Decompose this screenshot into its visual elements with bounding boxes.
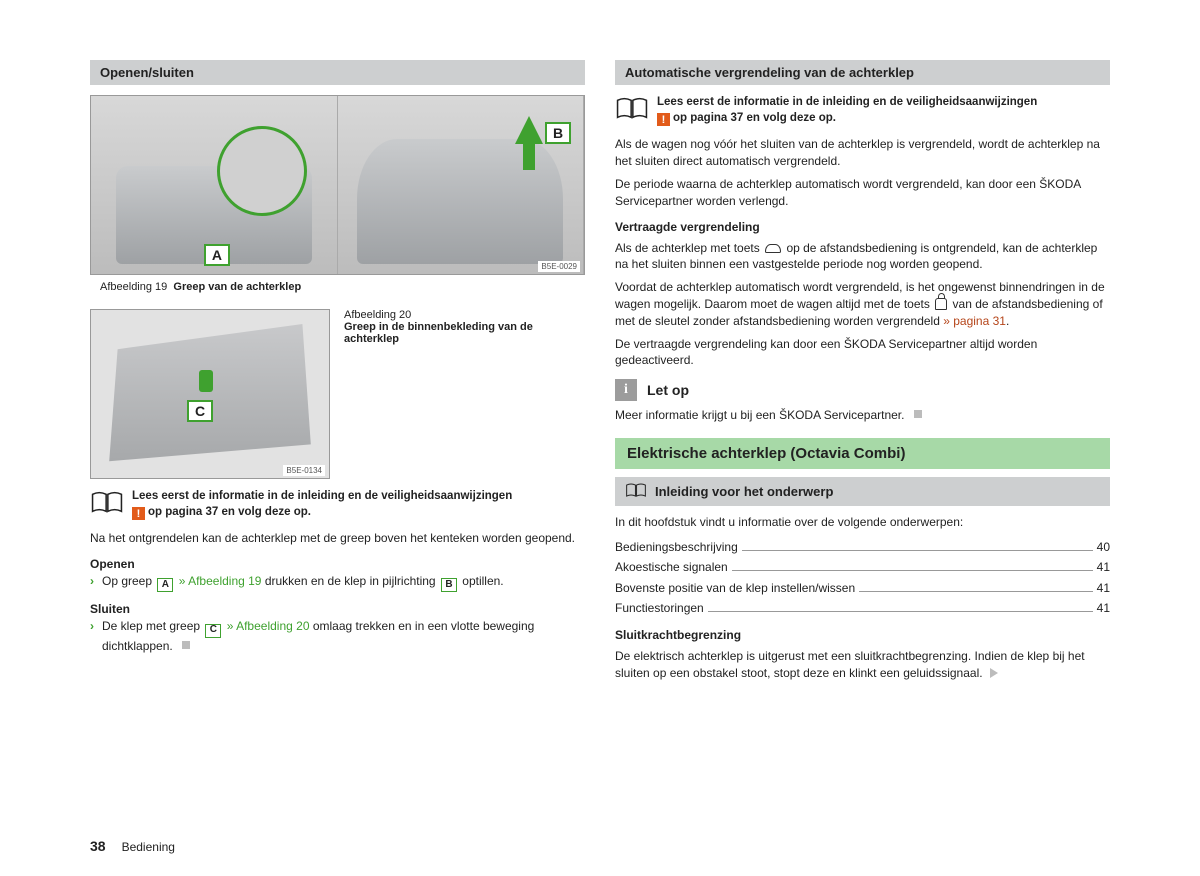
table-of-contents: Bedieningsbeschrijving 40 Akoestische si… [615, 537, 1110, 619]
toc-leader [859, 591, 1093, 592]
inline-badge-A: A [157, 578, 173, 592]
body-paragraph: De elektrisch achterklep is uitgerust me… [615, 648, 1110, 682]
read-first-line2: op pagina 37 en volg deze op. [148, 506, 311, 518]
note-title: Let op [647, 382, 689, 398]
page-reference: » pagina 31 [943, 314, 1006, 328]
sub-heading-intro: Inleiding voor het onderwerp [615, 477, 1110, 506]
toc-label: Akoestische signalen [615, 557, 728, 577]
figure-code-2: B5E-0134 [283, 465, 325, 476]
caption-prefix: Afbeelding 19 [100, 281, 167, 293]
body-paragraph: Voordat de achterklep automatisch wordt … [615, 279, 1110, 329]
figure-20-caption: Afbeelding 20 Greep in de binnenbekledin… [344, 309, 585, 479]
badge-C: C [187, 400, 213, 422]
note-text: Meer informatie krijgt u bij een ŠKODA S… [615, 407, 1110, 424]
figure-19: A B B5E-0029 [90, 95, 585, 275]
figure-19-caption: Afbeelding 19 Greep van de achterklep [100, 281, 581, 293]
chapter-heading-electric-tailgate: Elektrische achterklep (Octavia Combi) [615, 438, 1110, 469]
detail-circle [217, 126, 307, 216]
end-square-icon [914, 410, 922, 418]
inline-badge-C: C [205, 624, 221, 638]
book-icon [625, 482, 647, 501]
sub-bar-title: Inleiding voor het onderwerp [655, 484, 833, 499]
lock-icon [935, 298, 947, 310]
tailgate-open-illustration [105, 324, 315, 464]
info-icon: i [615, 379, 637, 401]
figure-ref: » Afbeelding 19 [179, 574, 262, 588]
body-paragraph: De periode waarna de achterklep automati… [615, 176, 1110, 210]
page-footer: 38 Bediening [90, 838, 175, 854]
body-paragraph: Als de achterklep met toets op de afstan… [615, 240, 1110, 274]
body-paragraph: Na het ontgrendelen kan de achterklep me… [90, 530, 585, 547]
caption-bold-2: Greep in de binnenbekleding van de achte… [344, 321, 533, 345]
handle-indicator [199, 370, 213, 392]
caption-prefix-2: Afbeelding 20 [344, 309, 411, 321]
footer-section-label: Bediening [122, 840, 175, 854]
step-text: optillen. [462, 574, 503, 588]
body-paragraph: De vertraagde vergrendeling kan door een… [615, 336, 1110, 370]
close-step: De klep met greep C » Afbeelding 20 omla… [90, 618, 585, 655]
end-square-icon [182, 641, 190, 649]
left-column: Openen/sluiten A B B5E-0029 Afbeelding 1… [90, 60, 585, 688]
read-first-line1: Lees eerst de informatie in de inleiding… [657, 96, 1037, 108]
badge-B: B [545, 122, 571, 144]
toc-page: 41 [1097, 557, 1110, 577]
figure-19-right-panel: B [338, 96, 585, 274]
toc-label: Bedieningsbeschrijving [615, 537, 738, 557]
closing-force-heading: Sluitkrachtbegrenzing [615, 628, 1110, 642]
badge-A: A [204, 244, 230, 266]
figure-ref: » Afbeelding 20 [227, 619, 310, 633]
warning-icon: ! [132, 507, 145, 520]
toc-leader [742, 550, 1093, 551]
note-block: i Let op [615, 379, 1110, 401]
toc-leader [708, 611, 1093, 612]
step-text: De klep met greep [102, 619, 200, 633]
book-icon [615, 95, 649, 121]
section-heading-auto-lock: Automatische vergrendeling van de achter… [615, 60, 1110, 85]
text-span: De elektrisch achterklep is uitgerust me… [615, 649, 1085, 680]
toc-row: Bedieningsbeschrijving 40 [615, 537, 1110, 557]
read-first-text: Lees eerst de informatie in de inleiding… [657, 95, 1037, 126]
figure-19-left-panel: A [91, 96, 338, 274]
body-paragraph: Als de wagen nog vóór het sluiten van de… [615, 136, 1110, 170]
open-heading: Openen [90, 557, 585, 571]
delayed-lock-heading: Vertraagde vergrendeling [615, 220, 1110, 234]
text-span: Meer informatie krijgt u bij een ŠKODA S… [615, 408, 904, 422]
toc-row: Akoestische signalen 41 [615, 557, 1110, 577]
read-first-line2: op pagina 37 en volg deze op. [673, 112, 836, 124]
open-step: Op greep A » Afbeelding 19 drukken en de… [90, 573, 585, 592]
section-heading-open-close: Openen/sluiten [90, 60, 585, 85]
step-text: drukken en de klep in pijlrichting [265, 574, 436, 588]
warning-icon: ! [657, 113, 670, 126]
toc-page: 41 [1097, 598, 1110, 618]
trunk-icon [765, 244, 781, 253]
figure-code: B5E-0029 [538, 261, 580, 272]
read-first-line1: Lees eerst de informatie in de inleiding… [132, 490, 512, 502]
figure-20: C B5E-0134 [90, 309, 330, 479]
read-first-text: Lees eerst de informatie in de inleiding… [132, 489, 512, 520]
figure-20-row: C B5E-0134 Afbeelding 20 Greep in de bin… [90, 309, 585, 479]
arrow-stem [523, 140, 535, 170]
toc-label: Functiestoringen [615, 598, 704, 618]
text-span: Als de achterklep met toets [615, 241, 760, 255]
read-first-block-left: Lees eerst de informatie in de inleiding… [90, 489, 585, 520]
toc-page: 40 [1097, 537, 1110, 557]
toc-intro: In dit hoofdstuk vindt u informatie over… [615, 514, 1110, 531]
step-text: Op greep [102, 574, 152, 588]
toc-row: Bovenste positie van de klep instellen/w… [615, 578, 1110, 598]
toc-page: 41 [1097, 578, 1110, 598]
inline-badge-B: B [441, 578, 457, 592]
toc-label: Bovenste positie van de klep instellen/w… [615, 578, 855, 598]
toc-row: Functiestoringen 41 [615, 598, 1110, 618]
continue-triangle-icon [990, 668, 998, 678]
right-column: Automatische vergrendeling van de achter… [615, 60, 1110, 688]
toc-leader [732, 570, 1093, 571]
read-first-block-right: Lees eerst de informatie in de inleiding… [615, 95, 1110, 126]
close-heading: Sluiten [90, 602, 585, 616]
page-number: 38 [90, 838, 106, 854]
caption-bold: Greep van de achterklep [173, 281, 301, 293]
book-icon [90, 489, 124, 515]
